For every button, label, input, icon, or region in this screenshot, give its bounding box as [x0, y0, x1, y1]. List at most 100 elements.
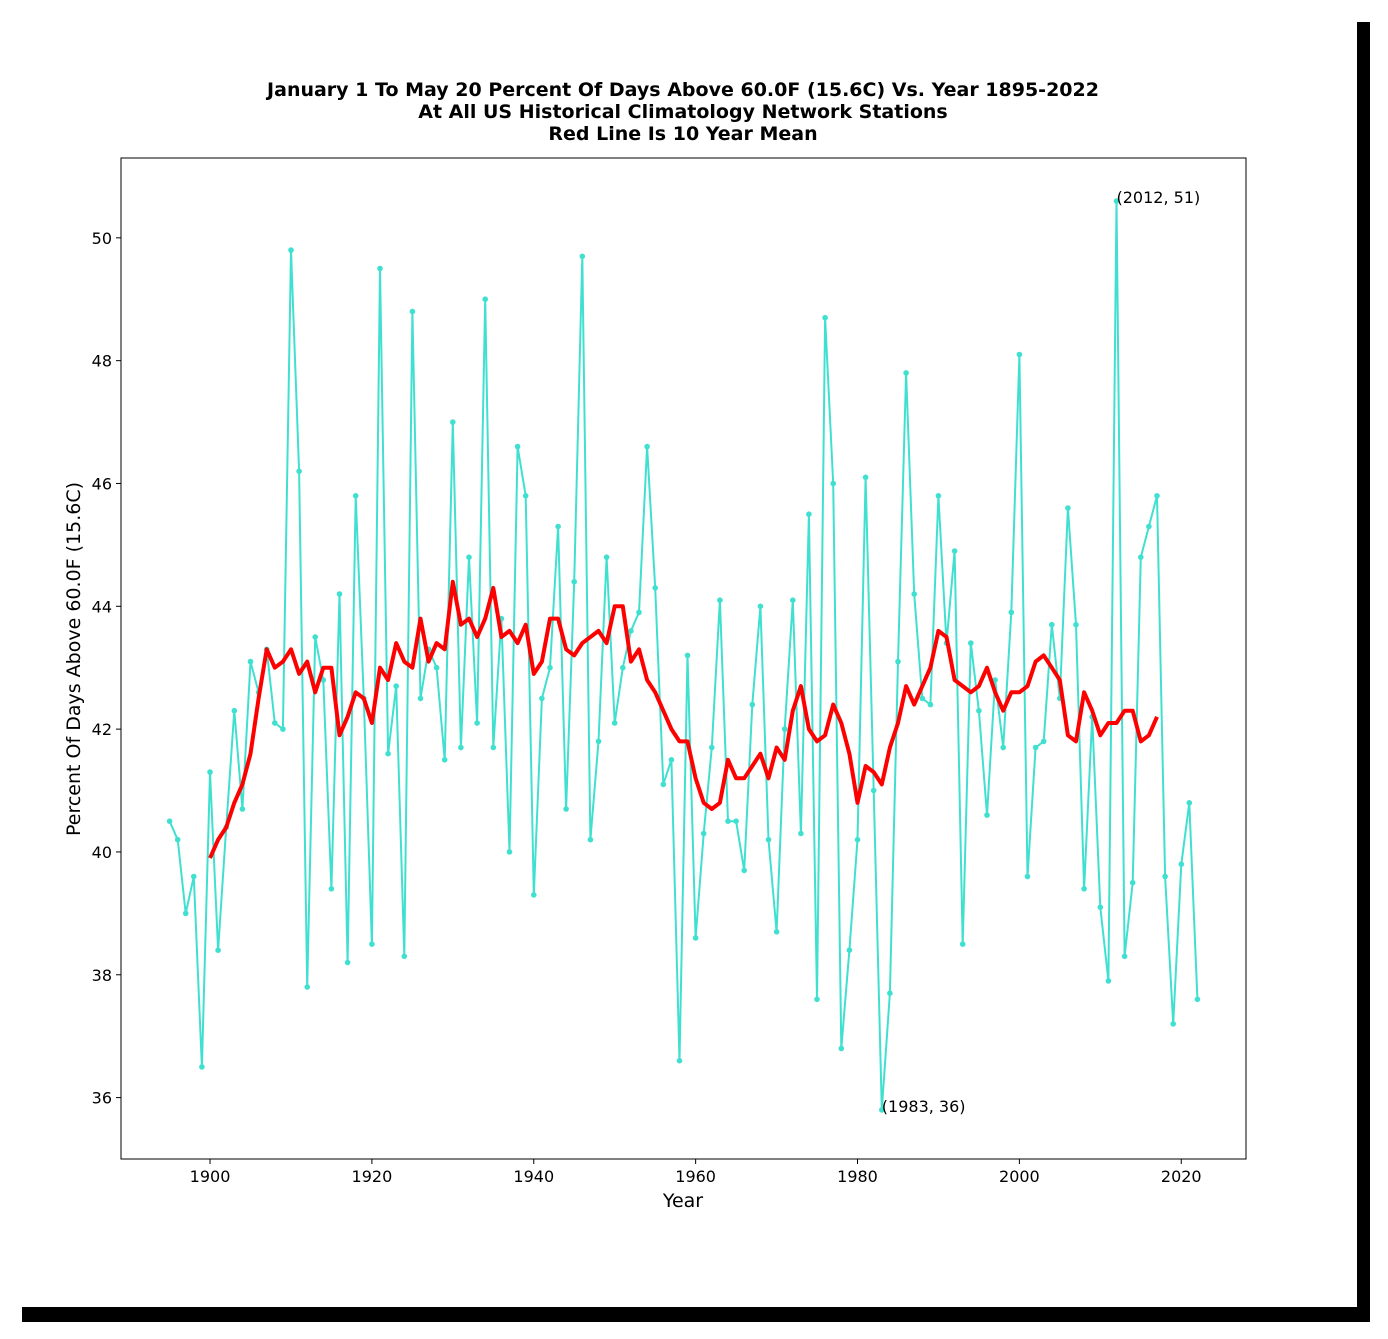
- data-point: [1032, 744, 1039, 751]
- data-point: [304, 984, 311, 990]
- annotation-label: (2012, 51): [1117, 188, 1201, 207]
- data-point: [773, 929, 780, 935]
- data-point: [215, 947, 221, 953]
- data-point: [603, 554, 610, 560]
- data-point: [644, 443, 650, 450]
- data-point: [846, 947, 853, 953]
- data-point: [903, 370, 909, 376]
- data-point: [312, 634, 319, 640]
- data-point: [1113, 198, 1120, 204]
- data-point: [166, 818, 173, 824]
- data-point: [862, 474, 869, 481]
- data-point: [733, 818, 739, 824]
- data-point: [919, 695, 926, 702]
- data-point: [579, 253, 586, 260]
- data-point: [182, 910, 189, 917]
- data-point: [951, 548, 958, 554]
- data-point: [506, 849, 513, 855]
- data-point: [482, 296, 489, 303]
- data-point: [377, 265, 383, 272]
- data-point: [790, 597, 796, 603]
- data-point: [247, 658, 254, 665]
- data-point: [911, 591, 917, 597]
- y-axis-ticks: 36 38 40 42 44 46 48 50: [92, 229, 121, 1108]
- series-layer: [166, 198, 1201, 1113]
- data-point: [441, 757, 448, 763]
- y-tick-label: 38: [92, 966, 112, 985]
- data-point: [968, 640, 974, 646]
- data-point: [409, 308, 416, 315]
- data-point: [830, 480, 836, 487]
- data-point: [620, 664, 626, 671]
- data-point: [563, 806, 569, 812]
- data-point: [814, 996, 820, 1003]
- data-point: [660, 781, 667, 788]
- data-point: [474, 720, 480, 726]
- data-point: [749, 701, 756, 708]
- data-point: [781, 726, 788, 732]
- data-point: [1170, 1021, 1176, 1027]
- data-point: [976, 707, 982, 714]
- data-point: [595, 738, 602, 745]
- data-point: [417, 695, 424, 702]
- plot-area: [120, 157, 1247, 1160]
- data-point: [587, 836, 594, 843]
- chart-title-line-2: At All US Historical Climatology Network…: [418, 101, 948, 123]
- data-point: [352, 493, 359, 499]
- data-point: [1073, 621, 1079, 628]
- data-point: [870, 787, 877, 794]
- data-point: [1024, 873, 1031, 880]
- data-point: [1105, 978, 1112, 984]
- data-point: [1129, 879, 1136, 886]
- data-point: [927, 701, 934, 708]
- data-point: [466, 554, 472, 560]
- mean-line: [208, 579, 1159, 859]
- data-point: [798, 830, 804, 837]
- data-point: [1016, 351, 1023, 358]
- data-point: [336, 591, 343, 597]
- data-point: [199, 1064, 205, 1070]
- data-point: [174, 836, 181, 843]
- data-point: [1008, 609, 1015, 616]
- data-point: [531, 892, 537, 898]
- data-point: [547, 664, 553, 671]
- data-point: [207, 769, 213, 775]
- chart-title-line-3: Red Line Is 10 Year Mean: [548, 123, 817, 145]
- chart-title: January 1 To May 20 Percent Of Days Abov…: [265, 79, 1099, 145]
- data-point: [433, 664, 440, 671]
- data-point: [555, 523, 561, 530]
- data-point: [239, 806, 246, 812]
- data-point: [393, 683, 400, 689]
- data-point: [1146, 523, 1152, 530]
- data-point: [1097, 904, 1104, 910]
- y-axis-label: Percent Of Days Above 60.0F (15.6C): [63, 482, 85, 836]
- data-point: [854, 836, 861, 843]
- x-axis-ticks: 1900 1920 1940 1960 1980 2000 2020: [190, 1159, 1202, 1186]
- data-point: [191, 873, 197, 880]
- data-point: [700, 830, 707, 837]
- x-tick-label: 1940: [513, 1167, 554, 1186]
- data-point: [838, 1045, 845, 1052]
- y-tick-label: 40: [92, 843, 112, 862]
- data-point: [1040, 738, 1047, 745]
- data-point: [992, 677, 998, 683]
- data-point: [887, 990, 893, 996]
- data-point: [401, 953, 408, 960]
- y-tick-label: 42: [92, 720, 112, 739]
- data-point: [611, 720, 618, 726]
- data-point: [514, 443, 521, 450]
- y-tick-label: 50: [92, 229, 112, 248]
- data-point: [280, 726, 286, 732]
- data-point: [806, 511, 812, 517]
- data-point: [328, 886, 335, 892]
- data-point: [385, 750, 391, 757]
- data-point: [1138, 554, 1144, 560]
- data-point: [1178, 861, 1185, 867]
- x-tick-label: 1980: [837, 1167, 878, 1186]
- data-point: [636, 609, 642, 616]
- data-point: [296, 468, 302, 475]
- x-tick-label: 2000: [999, 1167, 1040, 1186]
- data-point: [822, 314, 828, 321]
- annotations: (2012, 51) (1983, 36): [882, 188, 1200, 1116]
- data-point: [692, 935, 699, 941]
